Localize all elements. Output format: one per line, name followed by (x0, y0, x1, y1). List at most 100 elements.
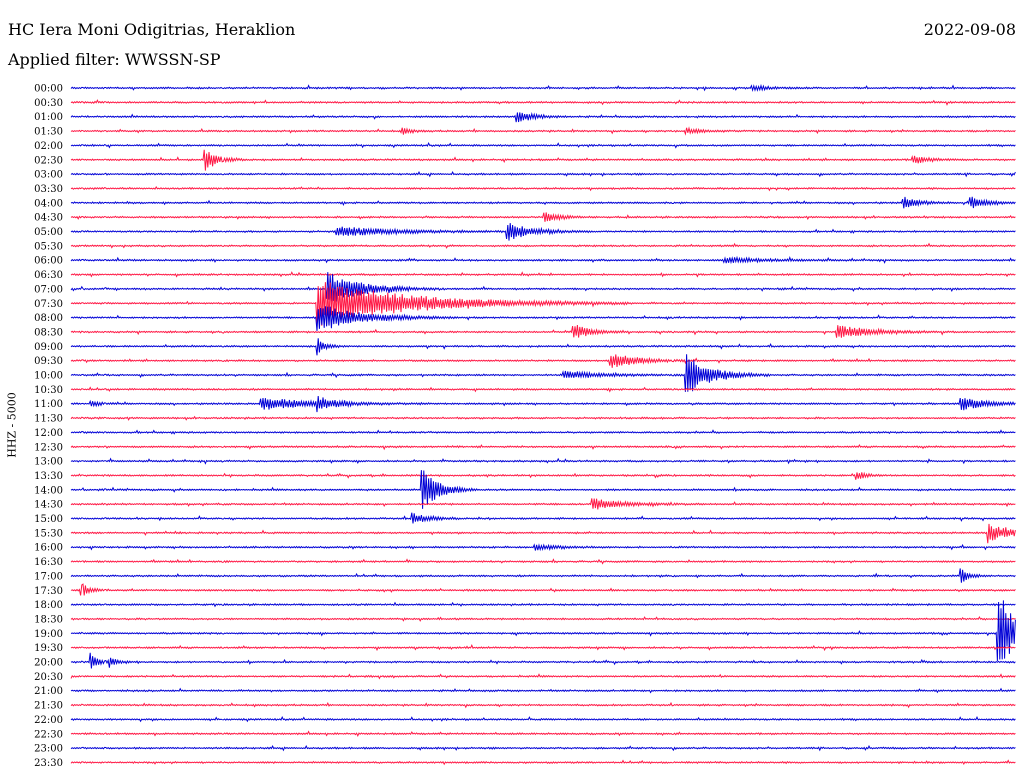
row-time-label: 00:30 (34, 98, 63, 109)
row-time-label: 17:00 (34, 571, 63, 582)
seismic-trace-row (70, 523, 1016, 544)
seismic-trace-row (70, 568, 1016, 583)
seismic-trace-row (70, 443, 1016, 451)
row-time-label: 11:30 (34, 414, 63, 425)
seismic-trace-row (70, 701, 1016, 709)
row-time-label: 03:00 (34, 170, 63, 181)
seismic-trace-row (70, 558, 1016, 565)
seismic-trace-row (70, 600, 1016, 662)
row-time-label: 13:00 (34, 457, 63, 468)
row-time-label: 20:30 (34, 672, 63, 683)
seismic-trace-row (70, 255, 1016, 265)
row-time-label: 01:00 (34, 112, 63, 123)
row-time-label: 12:00 (34, 428, 63, 439)
row-time-label: 08:00 (34, 313, 63, 324)
row-time-label: 05:30 (34, 241, 63, 252)
station-title: HC Iera Moni Odigitrias, Heraklion (8, 20, 296, 39)
row-time-label: 18:00 (34, 600, 63, 611)
seismic-trace-row (70, 715, 1016, 723)
row-time-label: 12:30 (34, 442, 63, 453)
row-time-label: 23:00 (34, 744, 63, 755)
seismic-trace-row (70, 142, 1016, 149)
seismic-trace-row (70, 83, 1016, 92)
seismic-trace-row (70, 282, 1016, 326)
seismic-trace-row (70, 212, 1016, 222)
seismic-trace-row (70, 242, 1016, 249)
seismic-trace-row (70, 730, 1016, 738)
row-time-label: 21:30 (34, 701, 63, 712)
seismic-trace-row (70, 759, 1016, 766)
seismic-trace-row (70, 395, 1016, 413)
row-time-label: 03:30 (34, 184, 63, 195)
seismic-trace-row (70, 543, 1016, 552)
row-time-label: 02:00 (34, 141, 63, 152)
row-time-label: 15:00 (34, 514, 63, 525)
seismic-trace-row (70, 126, 1016, 136)
row-time-label: 10:00 (34, 371, 63, 382)
seismic-trace-row (70, 272, 1016, 302)
row-time-label: 22:00 (34, 715, 63, 726)
seismic-trace-row (70, 601, 1016, 608)
seismic-trace-row (70, 471, 1016, 480)
row-time-label: 17:30 (34, 586, 63, 597)
row-time-label: 01:30 (34, 127, 63, 138)
row-time-label: 06:00 (34, 256, 63, 267)
seismic-trace-row (70, 149, 1016, 171)
row-time-label: 06:30 (34, 270, 63, 281)
seismic-trace-row (70, 386, 1016, 393)
seismic-trace-row (70, 644, 1016, 652)
seismic-trace-row (70, 744, 1016, 752)
row-time-label: 08:30 (34, 327, 63, 338)
seismic-trace-row (70, 470, 1016, 509)
seismic-trace-row (70, 306, 1016, 331)
seismic-trace-row (70, 512, 1016, 524)
row-time-label: 16:30 (34, 557, 63, 568)
seismic-trace-row (70, 673, 1016, 680)
row-time-label: 18:30 (34, 614, 63, 625)
seismic-trace-row (70, 170, 1016, 178)
seismic-trace-row (70, 415, 1016, 421)
seismic-trace-row (70, 354, 1016, 368)
row-time-label: 16:00 (34, 543, 63, 554)
filter-label: Applied filter: WWSSN-SP (8, 50, 221, 69)
seismic-trace-row (70, 652, 1016, 669)
seismic-trace-row (70, 338, 1016, 356)
row-time-label: 14:30 (34, 500, 63, 511)
row-time-label: 11:00 (34, 399, 63, 410)
seismic-trace-row (70, 271, 1016, 278)
seismic-trace-row (70, 112, 1016, 123)
seismic-trace-row (70, 99, 1016, 106)
row-time-label: 09:00 (34, 342, 63, 353)
row-time-label: 13:30 (34, 471, 63, 482)
seismic-trace-row (70, 429, 1016, 435)
row-time-label: 05:00 (34, 227, 63, 238)
row-time-label: 20:00 (34, 658, 63, 669)
row-time-label: 02:30 (34, 155, 63, 166)
date-label: 2022-09-08 (923, 20, 1016, 39)
seismic-trace-row (70, 186, 1016, 192)
seismic-trace-row (70, 354, 1016, 392)
row-time-label: 22:30 (34, 729, 63, 740)
row-time-label: 04:30 (34, 213, 63, 224)
row-time-label: 09:30 (34, 356, 63, 367)
seismic-trace-row (70, 615, 1016, 622)
seismic-trace-row (70, 583, 1016, 596)
row-time-label: 19:30 (34, 643, 63, 654)
seismic-trace-row (70, 457, 1016, 465)
seismic-trace-row (70, 498, 1016, 510)
row-time-label: 07:00 (34, 284, 63, 295)
row-time-label: 21:00 (34, 686, 63, 697)
row-time-label: 14:00 (34, 485, 63, 496)
row-time-label: 15:30 (34, 528, 63, 539)
row-time-label: 07:30 (34, 299, 63, 310)
row-time-label: 10:30 (34, 385, 63, 396)
row-time-label: 00:00 (34, 84, 63, 95)
row-time-label: 04:00 (34, 198, 63, 209)
seismic-trace-row (70, 325, 1016, 338)
row-time-label: 23:30 (34, 758, 63, 769)
seismic-trace-row (70, 196, 1016, 209)
row-time-label: 19:00 (34, 629, 63, 640)
seismic-trace-row (70, 223, 1016, 241)
seismic-trace-row (70, 687, 1016, 694)
